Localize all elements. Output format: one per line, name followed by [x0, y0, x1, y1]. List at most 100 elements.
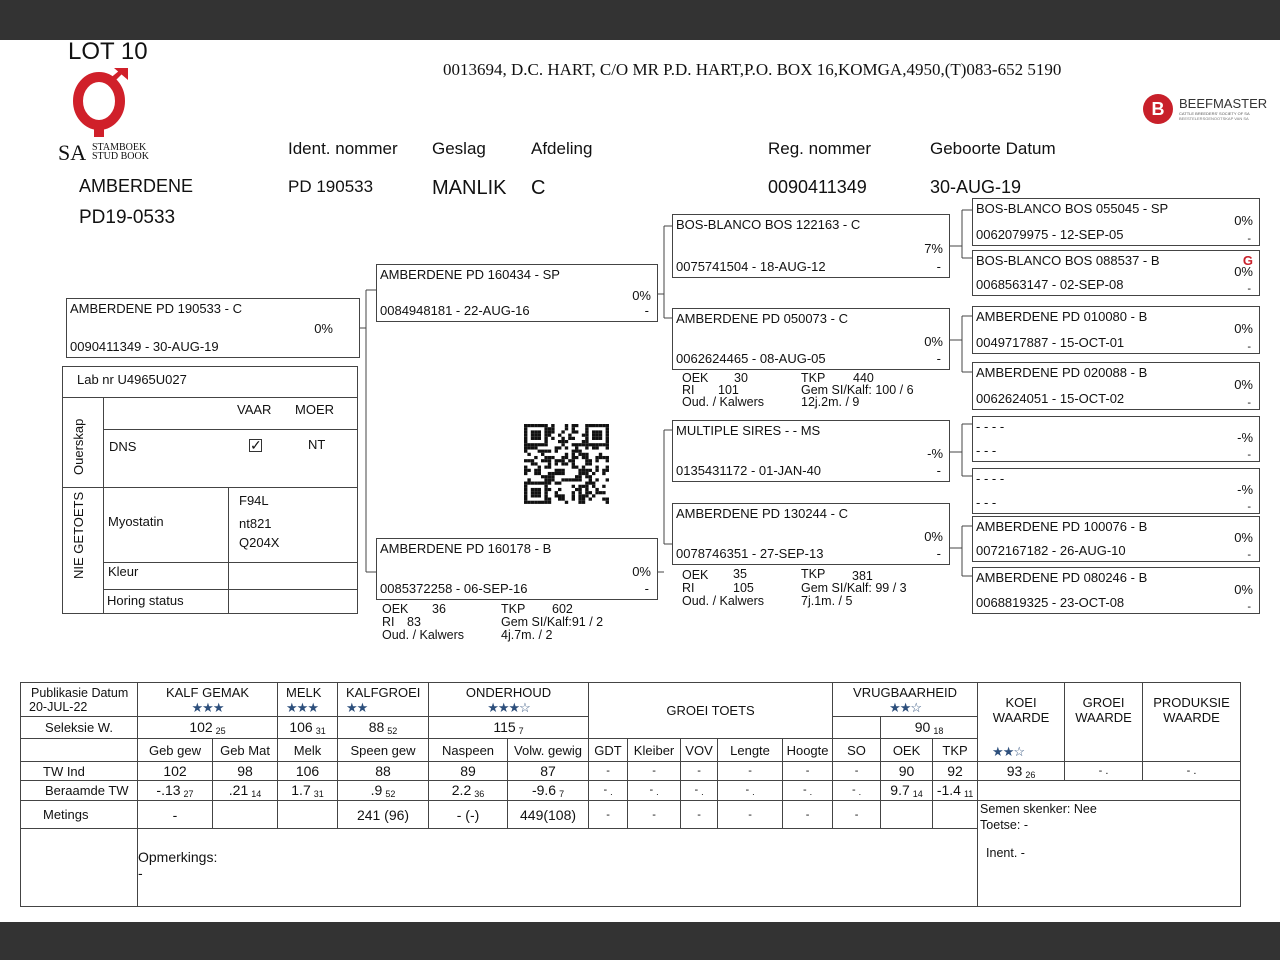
- pedigree-percent: 0%: [1234, 581, 1253, 597]
- pedigree-box-ggp: AMBERDENE PD 100076 - B 0% - 0072167182 …: [972, 516, 1260, 562]
- column-header: SO: [832, 738, 882, 762]
- beraamde-tw-value: -.: [627, 780, 682, 801]
- column-header: TKP: [932, 738, 979, 762]
- inent: Inent. -: [986, 846, 1025, 860]
- koei-waarde-header: KOEI WAARDE: [992, 695, 1050, 725]
- pedigree-percent: 0%: [632, 564, 651, 579]
- tw-ind-value: -: [782, 761, 834, 781]
- beraamde-tw-value: 2.2 36: [428, 780, 509, 801]
- pedigree-name: BOS-BLANCO BOS 122163 - C: [676, 217, 861, 232]
- owner-address: 0013694, D.C. HART, C/O MR P.D. HART,P.O…: [443, 60, 1062, 79]
- pedigree-name: AMBERDENE PD 020088 - B: [976, 365, 1148, 380]
- pedigree-name: AMBERDENE PD 160178 - B: [380, 541, 552, 556]
- star-rating-icon: ★★☆: [889, 699, 922, 715]
- pedigree-name: AMBERDENE PD 160434 - SP: [380, 267, 560, 282]
- male-symbol-icon: [73, 68, 128, 137]
- vrugbaarheid-header: VRUGBAARHEID: [853, 684, 958, 700]
- myostatin-value: Q204X: [239, 535, 280, 550]
- beraamde-tw-value: .21 14: [211, 780, 279, 801]
- tw-ind-value: 89: [428, 761, 509, 781]
- pedigree-name: AMBERDENE PD 010080 - B: [976, 309, 1148, 324]
- beraamde-tw-value: -.13 27: [137, 780, 213, 801]
- tw-ind-value: 90: [880, 761, 934, 781]
- column-header: GDT: [588, 738, 629, 762]
- metings-value: 241 (96): [337, 800, 430, 829]
- column-header: Naspeen: [428, 738, 509, 762]
- vaar-checkbox-checked-icon: ✓: [249, 437, 262, 453]
- breeding-values-table: Publikasie Datum 20-JUL-22 KALF GEMAK ★★★ …: [20, 682, 1242, 907]
- pedigree-percent: 0%: [1234, 530, 1253, 545]
- pedigree-box-ggp: BOS-BLANCO BOS 055045 - SP 0% - 00620799…: [972, 198, 1260, 246]
- column-header: Melk: [277, 738, 339, 762]
- star-rating-icon: ★★★: [191, 699, 225, 715]
- pedigree-name: BOS-BLANCO BOS 088537 - B: [976, 253, 1160, 268]
- pedigree-box-dam-sire: MULTIPLE SIRES - - MS -% - 0135431172 - …: [672, 420, 950, 482]
- tw-ind-label: TW Ind: [20, 761, 138, 781]
- pedigree-extra: -: [1247, 397, 1251, 409]
- lab-number: Lab nr U4965U027: [77, 372, 187, 387]
- star-rating-icon: ★★★☆: [487, 699, 531, 715]
- column-header: VOV: [680, 738, 719, 762]
- pedigree-percent: 0%: [314, 321, 333, 336]
- pedigree-percent: 7%: [924, 241, 943, 256]
- vaar-label: VAAR: [237, 402, 272, 417]
- tw-ind-value: 102: [137, 761, 213, 781]
- melk-header: MELK: [286, 684, 322, 700]
- opmerkings-label: Opmerkings:: [138, 849, 218, 865]
- pedigree-extra: -: [936, 259, 941, 274]
- kalf-gemak-header: KALF GEMAK: [165, 684, 250, 700]
- ident-value: PD 190533: [288, 177, 374, 196]
- onderhoud-header: ONDERHOUD: [465, 684, 552, 700]
- metings-value: [211, 800, 279, 829]
- pedigree-box-ggp: AMBERDENE PD 020088 - B 0% - 0062624051 …: [972, 362, 1260, 410]
- beraamde-tw-value: -.: [832, 780, 882, 801]
- pedigree-id-date: - - -: [976, 495, 997, 510]
- pedigree-percent: 0%: [924, 334, 943, 349]
- tw-ind-value: -: [832, 761, 882, 781]
- toetse: Toetse: -: [980, 818, 1028, 832]
- bottom-bar: [0, 922, 1280, 960]
- column-header: Hoogte: [782, 738, 834, 762]
- tw-ind-value: -: [680, 761, 719, 781]
- pedigree-extra: -: [1247, 283, 1251, 295]
- semen-skenker: Semen skenker: Nee: [980, 802, 1097, 816]
- pedigree-id-date: - - -: [976, 443, 997, 458]
- metings-value: -: [680, 800, 719, 829]
- star-rating-icon: ★★★: [286, 699, 319, 715]
- lot-number: LOT 10: [68, 38, 148, 65]
- metings-value: [277, 800, 339, 829]
- tw-ind-value: -: [588, 761, 629, 781]
- pedigree-percent: -%: [1237, 430, 1253, 445]
- beefmaster-logo: B BEEFMASTER CATTLE BREEDERS' SOCIETY OF…: [1143, 94, 1273, 126]
- column-header: Speen gew: [337, 738, 430, 762]
- section-value: C: [531, 177, 546, 199]
- pedigree-name: BOS-BLANCO BOS 055045 - SP: [976, 201, 1169, 216]
- pedigree-percent: 0%: [1234, 377, 1253, 392]
- pedigree-extra: -: [1247, 233, 1251, 245]
- pedigree-extra: -: [1247, 501, 1251, 513]
- pedigree-id-date: 0072167182 - 26-AUG-10: [976, 543, 1126, 558]
- pedigree-extra: -: [1247, 549, 1251, 561]
- ouerskap-label: Ouerskap: [71, 418, 86, 475]
- metings-value: - (-): [428, 800, 509, 829]
- pedigree-id-date: 0135431172 - 01-JAN-40: [676, 463, 822, 478]
- tw-ind-value: -: [717, 761, 784, 781]
- dob-label: Geboorte Datum: [930, 139, 1056, 158]
- pedigree-percent: -%: [1237, 482, 1253, 497]
- moer-label: MOER: [295, 402, 334, 417]
- beraamde-tw-value: -.: [717, 780, 784, 801]
- pedigree-percent: 0%: [632, 288, 651, 303]
- metings-value: [880, 800, 934, 829]
- pedigree-box-animal: AMBERDENE PD 190533 - C 0% 0090411349 - …: [66, 298, 360, 358]
- beraamde-tw-value: -9.6 7: [507, 780, 590, 801]
- pedigree-box-ggp: AMBERDENE PD 010080 - B 0% - 0049717887 …: [972, 306, 1260, 354]
- pedigree-id-date: 0068563147 - 02-SEP-08: [976, 277, 1124, 292]
- pedigree-extra: -: [644, 581, 649, 596]
- pedigree-id-date: 0078746351 - 27-SEP-13: [676, 546, 824, 561]
- pedigree-id-date: 0062624051 - 15-OCT-02: [976, 391, 1125, 406]
- myostatin-label: Myostatin: [108, 514, 164, 529]
- pedigree-box-dam: AMBERDENE PD 160178 - B 0% - 0085372258 …: [376, 538, 658, 600]
- gt-marker-icon: G: [1242, 253, 1253, 268]
- column-header: Volw. gewig: [507, 738, 590, 762]
